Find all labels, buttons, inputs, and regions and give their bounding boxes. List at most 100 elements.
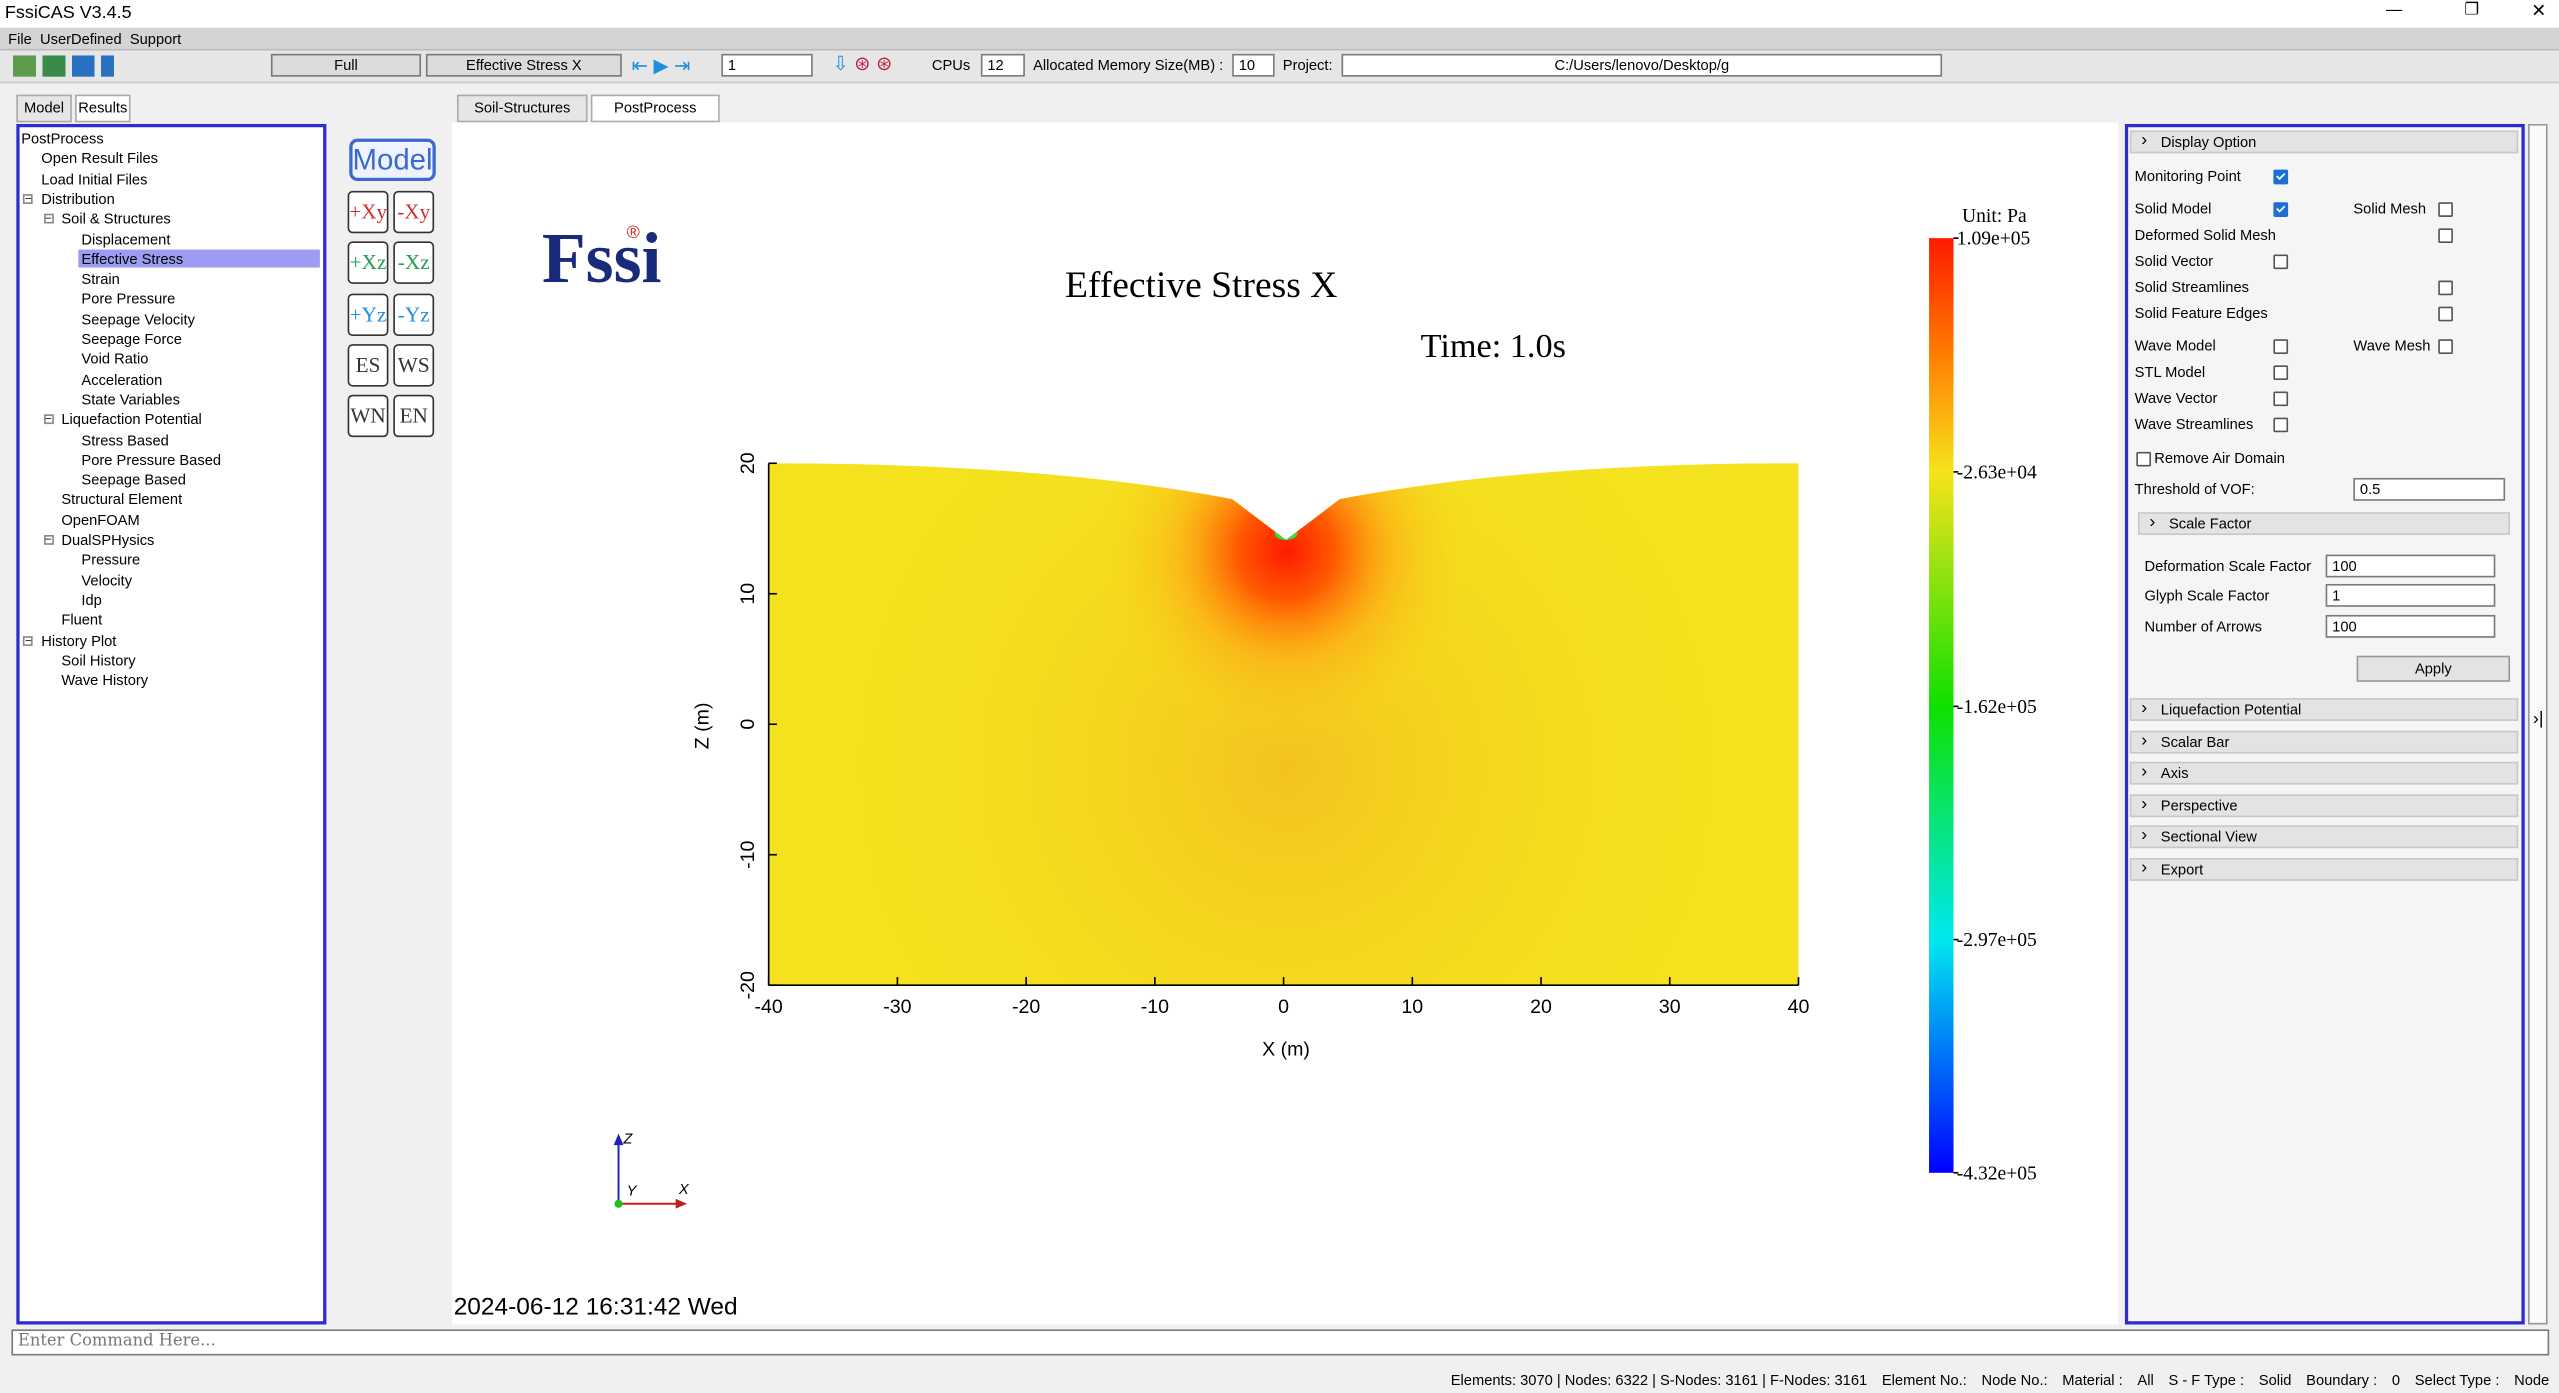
tree-item[interactable]: Effective Stress (81, 250, 184, 268)
tree-item[interactable]: Liquefaction Potential (61, 411, 202, 428)
restore[interactable]: ❐ (2464, 1, 2479, 20)
checkbox[interactable] (2273, 417, 2289, 433)
expander[interactable]: − (43, 535, 54, 547)
section-header[interactable]: Scalar Bar (2129, 730, 2519, 753)
section-header[interactable]: Liquefaction Potential (2129, 698, 2519, 721)
step-input[interactable]: 1 (721, 53, 813, 77)
tree-item[interactable]: State Variables (81, 391, 180, 408)
cpus-input[interactable]: 12 (980, 53, 1025, 77)
close[interactable]: ✕ (2531, 1, 2547, 22)
checkbox[interactable] (2273, 254, 2289, 270)
plot-title: Effective Stress X (1065, 265, 1337, 306)
variable-dropdown[interactable]: Effective Stress X (425, 53, 622, 77)
menu-item[interactable]: UserDefined (40, 30, 122, 48)
tree-item[interactable]: Idp (81, 591, 102, 609)
checkbox[interactable] (2438, 228, 2453, 244)
view-button[interactable]: +Xz (347, 241, 389, 285)
checkbox[interactable] (2273, 365, 2289, 381)
checkbox[interactable] (2438, 339, 2453, 354)
section-header[interactable]: Axis (2129, 762, 2519, 785)
menu-item[interactable]: File (8, 30, 32, 48)
view-button[interactable]: EN (393, 395, 435, 438)
tree-item[interactable]: Void Ratio (81, 351, 149, 368)
tree-item[interactable]: Seepage Velocity (81, 311, 195, 328)
step-buttons[interactable]: ⇤ ▶ ⇥ (631, 53, 691, 77)
y-tick-label: 20 (737, 452, 759, 474)
expander[interactable]: − (23, 635, 34, 647)
y-tick-label: 10 (737, 583, 759, 605)
tree-item[interactable]: Open Result Files (41, 150, 159, 167)
view-button[interactable]: ES (347, 343, 389, 387)
expander[interactable]: − (43, 414, 54, 427)
tab[interactable]: Results (75, 94, 131, 123)
tree-item[interactable]: DualSPHysics (61, 531, 155, 549)
tree-item[interactable]: Seepage Based (81, 471, 186, 488)
tree-item[interactable]: Pressure (81, 551, 141, 569)
memory-input[interactable]: 10 (1232, 53, 1275, 77)
menu-item[interactable]: Support (129, 30, 182, 48)
checkbox[interactable] (2438, 280, 2453, 296)
view-button[interactable]: WS (393, 343, 435, 387)
field-input[interactable]: 0.5 (2353, 477, 2506, 501)
command-input[interactable]: Enter Command Here... (11, 1329, 2550, 1356)
tree-item[interactable]: Velocity (81, 571, 133, 589)
tree-item[interactable]: Stress Based (81, 431, 169, 448)
expander[interactable]: − (43, 213, 54, 226)
tree-item[interactable]: History Plot (41, 632, 117, 649)
checkbox[interactable] (2136, 451, 2152, 467)
export-icons[interactable]: ⇩ ⊛ ⊛ (832, 52, 893, 76)
toolbar: Full Effective Stress X ⇤ ▶ ⇥ 1 ⇩ ⊛ ⊛ CP… (0, 50, 2559, 84)
field-input[interactable]: 1 (2325, 583, 2496, 607)
field-input[interactable]: 100 (2325, 554, 2496, 578)
y-tick-label: -10 (737, 840, 759, 868)
view-button[interactable]: +Xy (347, 190, 389, 234)
tree-item[interactable]: OpenFOAM (61, 511, 140, 528)
subsection-header[interactable]: Scale Factor (2137, 512, 2511, 536)
view-button[interactable]: -Xz (393, 241, 435, 285)
tree-item[interactable]: PostProcess (21, 130, 104, 147)
section-header[interactable]: Export (2129, 857, 2519, 881)
view-button[interactable]: -Yz (393, 292, 435, 336)
tab[interactable]: PostProcess (590, 94, 720, 123)
y-tick-label: 0 (737, 719, 759, 730)
project-combo[interactable]: C:/Users/lenovo/Desktop/g (1341, 53, 1943, 77)
checkbox[interactable] (2273, 169, 2289, 185)
side-toggle[interactable]: ›| (2527, 123, 2548, 1325)
toolbar-icons[interactable] (13, 55, 118, 77)
apply-button[interactable]: Apply (2356, 655, 2511, 682)
tab[interactable]: Soil-Structures (456, 94, 588, 123)
checkbox[interactable] (2273, 391, 2289, 407)
tree-item[interactable]: Wave History (61, 672, 149, 689)
tree-item[interactable]: Structural Element (61, 491, 183, 508)
tree-item[interactable]: Soil & Structures (61, 210, 171, 228)
tree-item[interactable]: Pore Pressure Based (81, 451, 222, 468)
model-button[interactable]: Model (349, 138, 436, 182)
expander[interactable]: − (23, 193, 34, 206)
tree-item[interactable]: Acceleration (81, 371, 163, 388)
tree-item[interactable]: Load Initial Files (41, 170, 148, 187)
checkbox[interactable] (2273, 339, 2289, 354)
section-header[interactable]: Display Option (2129, 130, 2519, 154)
checkbox[interactable] (2438, 202, 2453, 217)
tree-item[interactable]: Strain (81, 270, 120, 288)
tree-item[interactable]: Displacement (81, 230, 171, 248)
section-header[interactable]: Perspective (2129, 794, 2519, 817)
view-button[interactable]: +Yz (347, 292, 389, 336)
checkbox[interactable] (2438, 306, 2453, 322)
view-dropdown[interactable]: Full (270, 53, 422, 77)
field-input[interactable]: 100 (2325, 614, 2496, 638)
tab[interactable]: Model (16, 94, 72, 123)
tree-item[interactable]: Seepage Force (81, 331, 182, 348)
tree-item[interactable]: Pore Pressure (81, 290, 176, 308)
cpus-label: CPUs (931, 57, 971, 74)
view-button[interactable]: WN (347, 395, 389, 438)
checkbox[interactable] (2273, 202, 2289, 217)
section-header[interactable]: Sectional View (2129, 825, 2519, 849)
plot: Fssi ® Effective Stress X Time: 1.0s X (… (454, 206, 2037, 1321)
colorbar (1929, 238, 1954, 1173)
view-button[interactable]: -Xy (393, 190, 435, 234)
minimize[interactable]: — (2386, 1, 2403, 20)
tree-item[interactable]: Fluent (61, 611, 103, 629)
tree-item[interactable]: Distribution (41, 190, 115, 207)
tree-item[interactable]: Soil History (61, 652, 136, 669)
